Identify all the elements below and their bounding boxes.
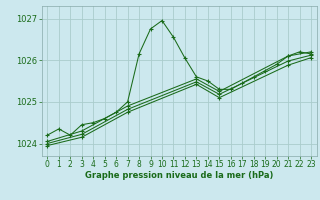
X-axis label: Graphe pression niveau de la mer (hPa): Graphe pression niveau de la mer (hPa) (85, 171, 273, 180)
